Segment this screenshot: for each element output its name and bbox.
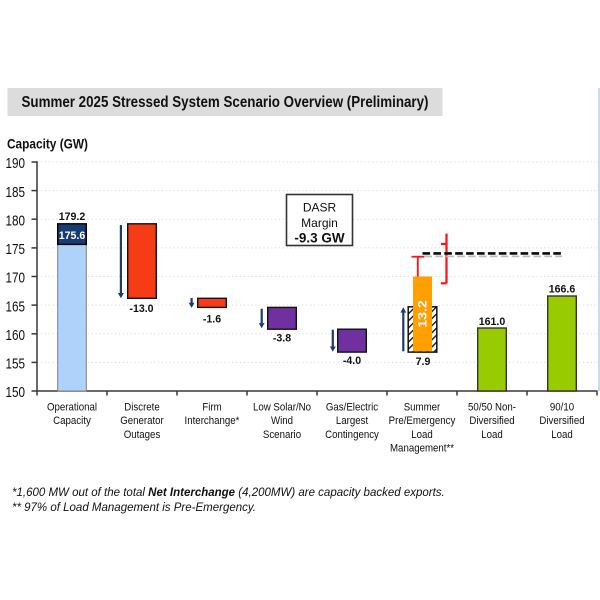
svg-text:-1.6: -1.6 — [203, 314, 221, 326]
svg-text:Wind: Wind — [271, 415, 293, 427]
svg-text:Outages: Outages — [124, 429, 161, 441]
svg-text:175.6: 175.6 — [59, 230, 86, 242]
svg-text:175: 175 — [6, 241, 26, 258]
svg-text:*1,600 MW out of the total Net: *1,600 MW out of the total Net Interchan… — [12, 487, 445, 499]
svg-text:Pre/Emergency: Pre/Emergency — [389, 415, 456, 427]
svg-text:Generator: Generator — [120, 415, 164, 427]
svg-text:DASR: DASR — [303, 201, 337, 215]
svg-text:150: 150 — [6, 384, 26, 401]
svg-text:180: 180 — [6, 212, 26, 229]
svg-text:90/10: 90/10 — [550, 402, 574, 414]
svg-text:190: 190 — [6, 155, 26, 172]
svg-text:Diversified: Diversified — [469, 415, 514, 427]
svg-text:** 97% of Load Management is P: ** 97% of Load Management is Pre-Emergen… — [12, 502, 256, 514]
svg-text:Margin: Margin — [301, 216, 338, 230]
svg-text:Diversified: Diversified — [539, 415, 584, 427]
svg-text:Firm: Firm — [202, 402, 221, 414]
svg-text:-13.0: -13.0 — [129, 303, 153, 315]
svg-text:7.9: 7.9 — [416, 356, 431, 368]
svg-text:161.0: 161.0 — [479, 316, 506, 328]
svg-text:Scenario: Scenario — [263, 429, 301, 441]
svg-text:13.2: 13.2 — [416, 300, 430, 328]
svg-text:Capacity (GW): Capacity (GW) — [7, 135, 88, 151]
svg-text:Low Solar/No: Low Solar/No — [253, 402, 311, 414]
svg-text:Interchange*: Interchange* — [185, 415, 240, 427]
svg-text:Operational: Operational — [47, 402, 97, 414]
svg-text:170: 170 — [6, 270, 26, 287]
svg-text:50/50 Non-: 50/50 Non- — [468, 402, 516, 414]
svg-text:166.6: 166.6 — [549, 284, 576, 296]
svg-text:165: 165 — [6, 298, 26, 315]
svg-text:-9.3 GW: -9.3 GW — [294, 231, 345, 246]
svg-text:Contingency: Contingency — [325, 429, 379, 441]
svg-text:Load: Load — [411, 429, 433, 441]
svg-text:Management**: Management** — [390, 443, 455, 455]
svg-text:Gas/Electric: Gas/Electric — [326, 402, 379, 414]
svg-text:179.2: 179.2 — [59, 211, 86, 223]
svg-text:Largest: Largest — [336, 415, 369, 427]
svg-text:Load: Load — [551, 429, 573, 441]
svg-text:Summer 2025 Stressed System Sc: Summer 2025 Stressed System Scenario Ove… — [22, 94, 429, 111]
svg-text:Capacity: Capacity — [53, 415, 91, 427]
svg-text:185: 185 — [6, 184, 26, 201]
svg-text:160: 160 — [6, 327, 26, 344]
svg-text:155: 155 — [6, 356, 26, 373]
svg-text:Load: Load — [481, 429, 503, 441]
svg-text:-4.0: -4.0 — [343, 355, 361, 367]
svg-text:-3.8: -3.8 — [273, 333, 291, 345]
svg-text:Summer: Summer — [404, 402, 441, 414]
svg-text:Discrete: Discrete — [124, 402, 160, 414]
